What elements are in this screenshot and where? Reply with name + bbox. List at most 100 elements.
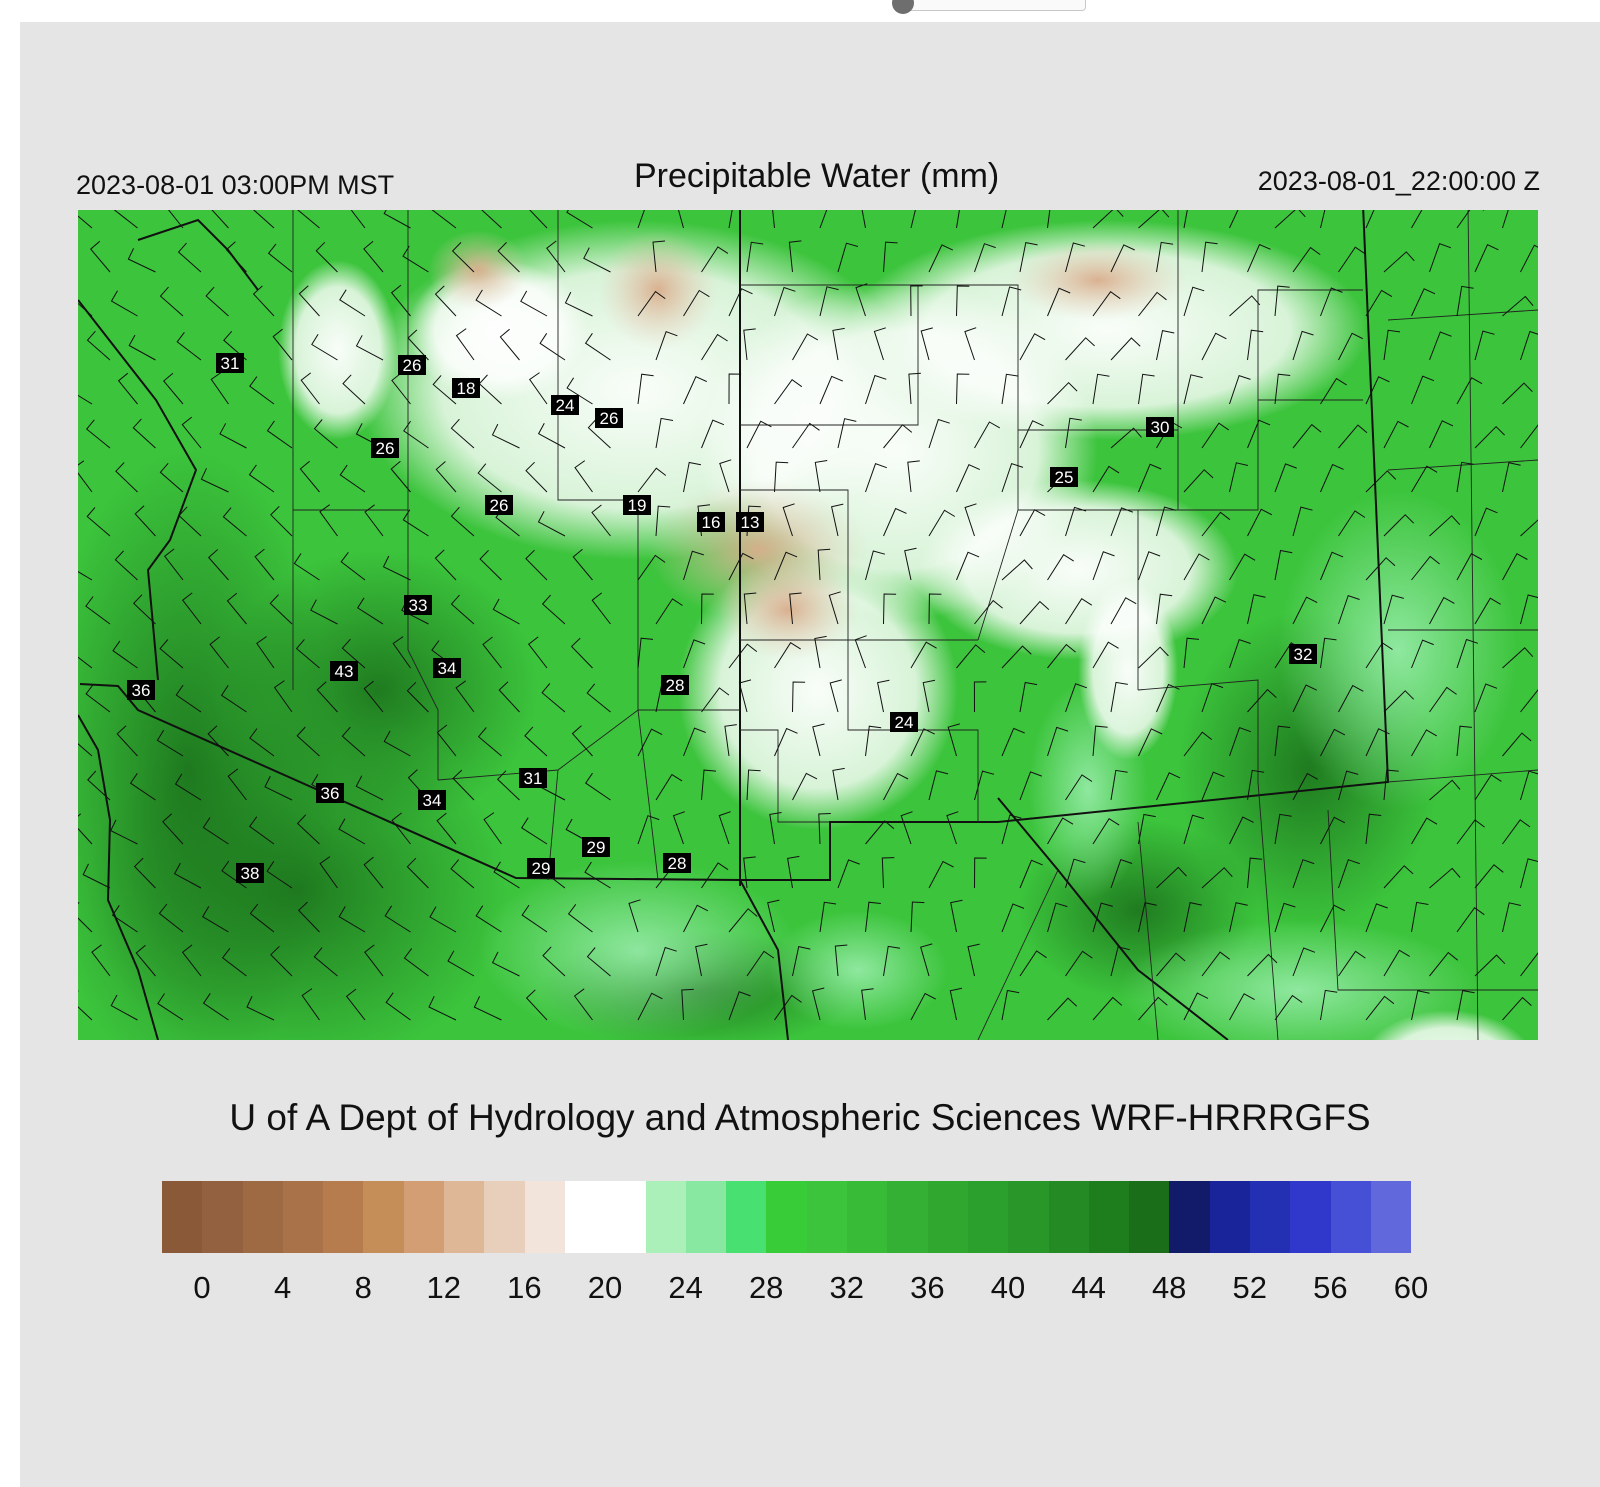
station-label-box	[661, 675, 689, 695]
wind-barb	[403, 948, 429, 977]
wind-barb	[1183, 286, 1205, 317]
colorbar-cell	[847, 1181, 888, 1253]
wind-barb	[297, 901, 320, 933]
wind-barb	[1065, 683, 1088, 713]
county-border	[1387, 309, 1538, 321]
colorbar-cell	[766, 1181, 807, 1253]
wind-barb	[1502, 462, 1521, 493]
wind-barb	[1183, 553, 1210, 581]
wind-barb	[1019, 681, 1038, 713]
wind-barb	[819, 375, 843, 405]
wind-barb	[256, 636, 275, 669]
wind-barb	[1183, 469, 1214, 493]
station-value: 24	[895, 713, 914, 732]
wind-barb	[1156, 683, 1180, 713]
wind-barb	[837, 859, 860, 889]
wind-barb	[1502, 210, 1509, 229]
wind-barb	[1138, 551, 1161, 581]
wind-barb	[1456, 990, 1475, 1021]
wind-barb	[406, 681, 429, 713]
wind-barb	[473, 996, 502, 1021]
wind-barb	[293, 553, 320, 581]
wind-barb	[385, 992, 411, 1021]
wind-barb	[390, 284, 411, 317]
wind-barb	[298, 285, 320, 317]
wind-barb	[1001, 559, 1033, 581]
wind-barb	[1138, 291, 1167, 317]
wind-barb	[226, 592, 247, 625]
wind-barb	[1183, 814, 1205, 845]
pw-field-region	[428, 230, 528, 310]
wind-barb	[1429, 951, 1459, 977]
station-label-box	[623, 495, 651, 515]
wind-barb	[1474, 507, 1498, 537]
wind-barb	[436, 812, 457, 845]
colorbar-cell	[1290, 1181, 1331, 1253]
wind-barb	[817, 548, 831, 581]
wind-barb	[1274, 373, 1291, 405]
wind-barb	[1065, 950, 1093, 977]
wind-barb	[792, 946, 811, 977]
wind-barb	[520, 290, 548, 317]
wind-barb	[1138, 996, 1168, 1021]
wind-barb	[956, 210, 960, 229]
colorbar-tick-label: 8	[354, 1270, 372, 1305]
wind-barb	[1429, 331, 1452, 361]
pw-field	[78, 210, 1538, 1040]
wind-barb	[1429, 515, 1461, 537]
wind-barb	[1247, 857, 1263, 889]
wind-barb	[132, 594, 156, 625]
timeline-slider-track[interactable]	[900, 0, 1086, 11]
wind-barb	[782, 503, 795, 537]
wind-barb	[390, 460, 411, 493]
wind-barb	[1383, 769, 1399, 801]
wind-barb	[78, 813, 93, 845]
wind-barb	[974, 421, 1001, 449]
station-value: 36	[321, 784, 340, 803]
wind-barb	[498, 681, 520, 713]
timeline-slider-thumb[interactable]	[892, 0, 914, 14]
wind-barb	[587, 418, 611, 449]
wind-barb	[964, 503, 977, 537]
colorbar-cell	[806, 1181, 848, 1253]
wind-barb	[527, 636, 548, 669]
wind-barb	[1365, 642, 1393, 669]
wind-barb	[342, 374, 366, 405]
wind-barb	[85, 419, 111, 449]
wind-barb	[1138, 646, 1169, 669]
wind-barb	[701, 419, 725, 449]
wind-barb	[355, 335, 384, 361]
wind-barb	[1411, 901, 1429, 933]
pw-field-region	[218, 550, 538, 830]
wind-barb	[788, 240, 802, 273]
wind-barb	[253, 210, 275, 229]
county-border	[977, 869, 1059, 1040]
wind-barb	[300, 372, 320, 405]
wind-barb	[267, 243, 293, 273]
wind-barb	[1411, 817, 1438, 845]
wind-barb	[491, 423, 520, 449]
wind-barb	[947, 723, 960, 757]
wind-barb	[652, 240, 666, 273]
wind-barb	[1229, 295, 1261, 317]
wind-barb	[1456, 461, 1474, 493]
station-label-box	[697, 512, 725, 532]
wind-barb	[1047, 726, 1069, 757]
wind-barb	[1474, 244, 1499, 273]
wind-barb	[78, 571, 93, 581]
wind-barb	[481, 210, 502, 229]
wind-barb	[339, 289, 366, 317]
wind-barb	[1292, 772, 1319, 801]
wind-barb	[85, 596, 111, 625]
wind-barb	[1365, 376, 1390, 405]
wind-barb	[1338, 950, 1366, 977]
colorbar-tick-label: 52	[1232, 1270, 1268, 1305]
wind-barb	[1247, 329, 1264, 361]
wind-barb	[174, 773, 202, 801]
wind-barb	[1292, 330, 1314, 361]
wind-barb	[1520, 244, 1538, 273]
colorbar-cell	[1209, 1181, 1251, 1253]
wind-barb	[1429, 867, 1461, 889]
wind-barb	[1411, 990, 1430, 1021]
wind-barb	[1365, 813, 1382, 845]
